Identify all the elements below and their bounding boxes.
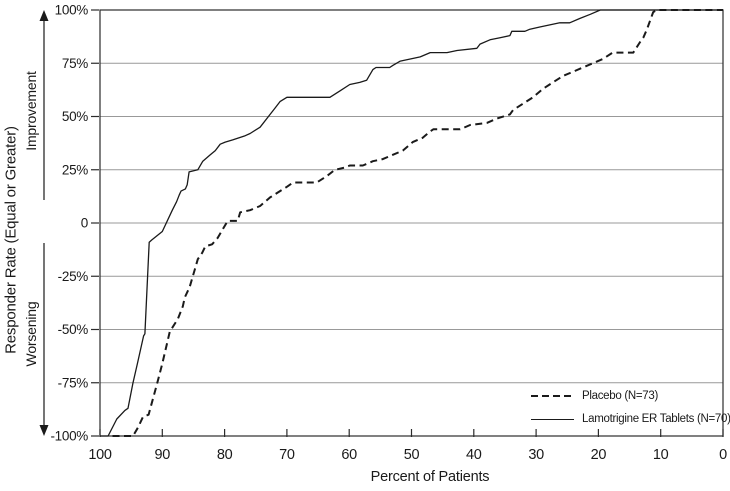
improvement-label: Improvement <box>23 71 39 151</box>
legend: Placebo (N=73) Lamotrigine ER Tablets (N… <box>531 389 730 426</box>
y-tick-label: 0 <box>81 216 88 231</box>
x-tick-label: 0 <box>719 447 727 463</box>
series-lamotrigine <box>100 9 723 437</box>
y-axis-title: Responder Rate (Equal or Greater) <box>2 126 20 354</box>
improvement-arrow-head-icon <box>39 10 49 21</box>
series-placebo <box>112 9 723 437</box>
x-axis-title: Percent of Patients <box>370 469 490 485</box>
y-tick-label: -25% <box>58 269 89 284</box>
x-tick-label: 70 <box>279 447 295 463</box>
chart-generated-content: 100%75%50%25%0-25%-50%-75%-100%100 90 80 70… <box>50 3 727 464</box>
y-tick-label: -75% <box>58 375 89 390</box>
axis-direction-arrows <box>39 10 49 436</box>
y-tick-label: 75% <box>62 56 88 71</box>
y-tick-label: 100% <box>55 3 89 18</box>
worsening-arrow-head-icon <box>39 425 49 436</box>
x-tick-label: 60 <box>341 447 357 463</box>
x-tick-label: 10 <box>653 447 669 463</box>
x-tick-label: 90 <box>155 447 171 463</box>
x-tick-label: 20 <box>591 447 607 463</box>
x-tick-label: 30 <box>528 447 544 463</box>
legend-label-placebo: Placebo (N=73) <box>582 390 659 402</box>
lamotrigine-solid-line-sample <box>531 418 574 420</box>
x-tick-label: 80 <box>217 447 233 463</box>
legend-item-placebo: Placebo (N=73) <box>531 389 730 403</box>
x-tick-label: 40 <box>466 447 482 463</box>
placebo-dashed-line-sample <box>531 395 574 397</box>
y-tick-label: -50% <box>58 322 89 337</box>
y-tick-label: -100% <box>50 429 88 444</box>
worsening-label: Worsening <box>23 301 39 367</box>
y-tick-label: 50% <box>62 109 88 124</box>
legend-label-lamotrigine: Lamotrigine ER Tablets (N=70) <box>582 413 730 425</box>
y-tick-label: 25% <box>62 162 88 177</box>
x-tick-label: 50 <box>404 447 420 463</box>
legend-item-lamotrigine: Lamotrigine ER Tablets (N=70) <box>531 412 730 426</box>
x-tick-label: 100 <box>88 447 112 463</box>
